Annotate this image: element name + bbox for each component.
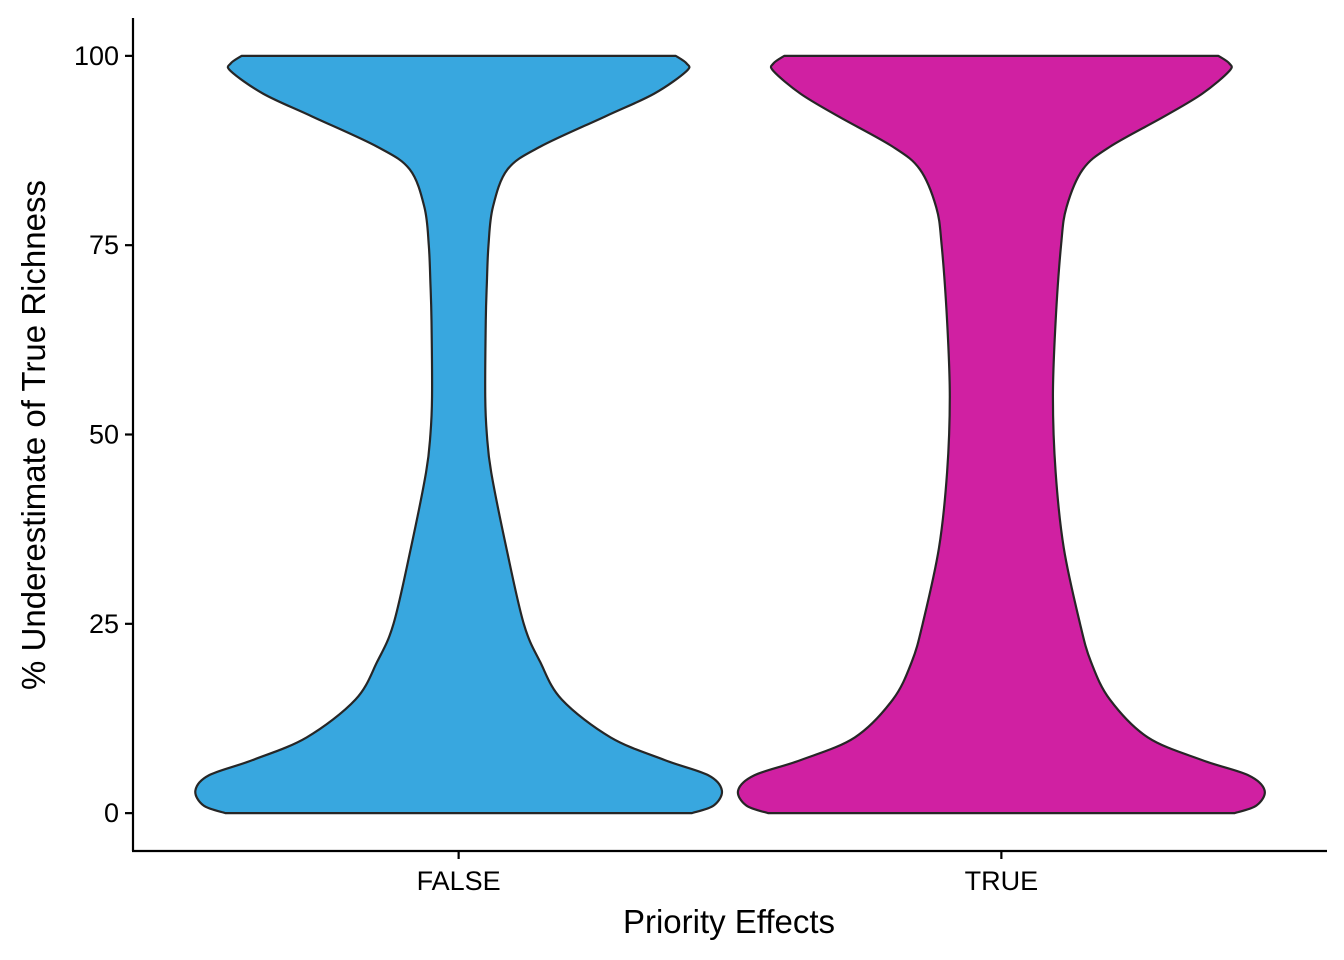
x-axis-title: Priority Effects — [623, 903, 835, 940]
x-axis-ticks: FALSE TRUE — [417, 851, 1039, 896]
y-tick-label: 25 — [89, 609, 119, 639]
y-tick-label: 0 — [104, 798, 119, 828]
y-tick-label: 50 — [89, 420, 119, 450]
y-axis-ticks: 0 25 50 75 100 — [74, 41, 133, 828]
y-axis-title: % Underestimate of True Richness — [15, 180, 52, 690]
y-tick-label: 75 — [89, 230, 119, 260]
y-tick-label: 100 — [74, 41, 119, 71]
x-tick-label-false: FALSE — [417, 866, 501, 896]
violin-false — [194, 54, 724, 815]
violin-layer — [194, 54, 1266, 815]
x-tick-label-true: TRUE — [965, 866, 1039, 896]
violin-true — [736, 54, 1266, 815]
